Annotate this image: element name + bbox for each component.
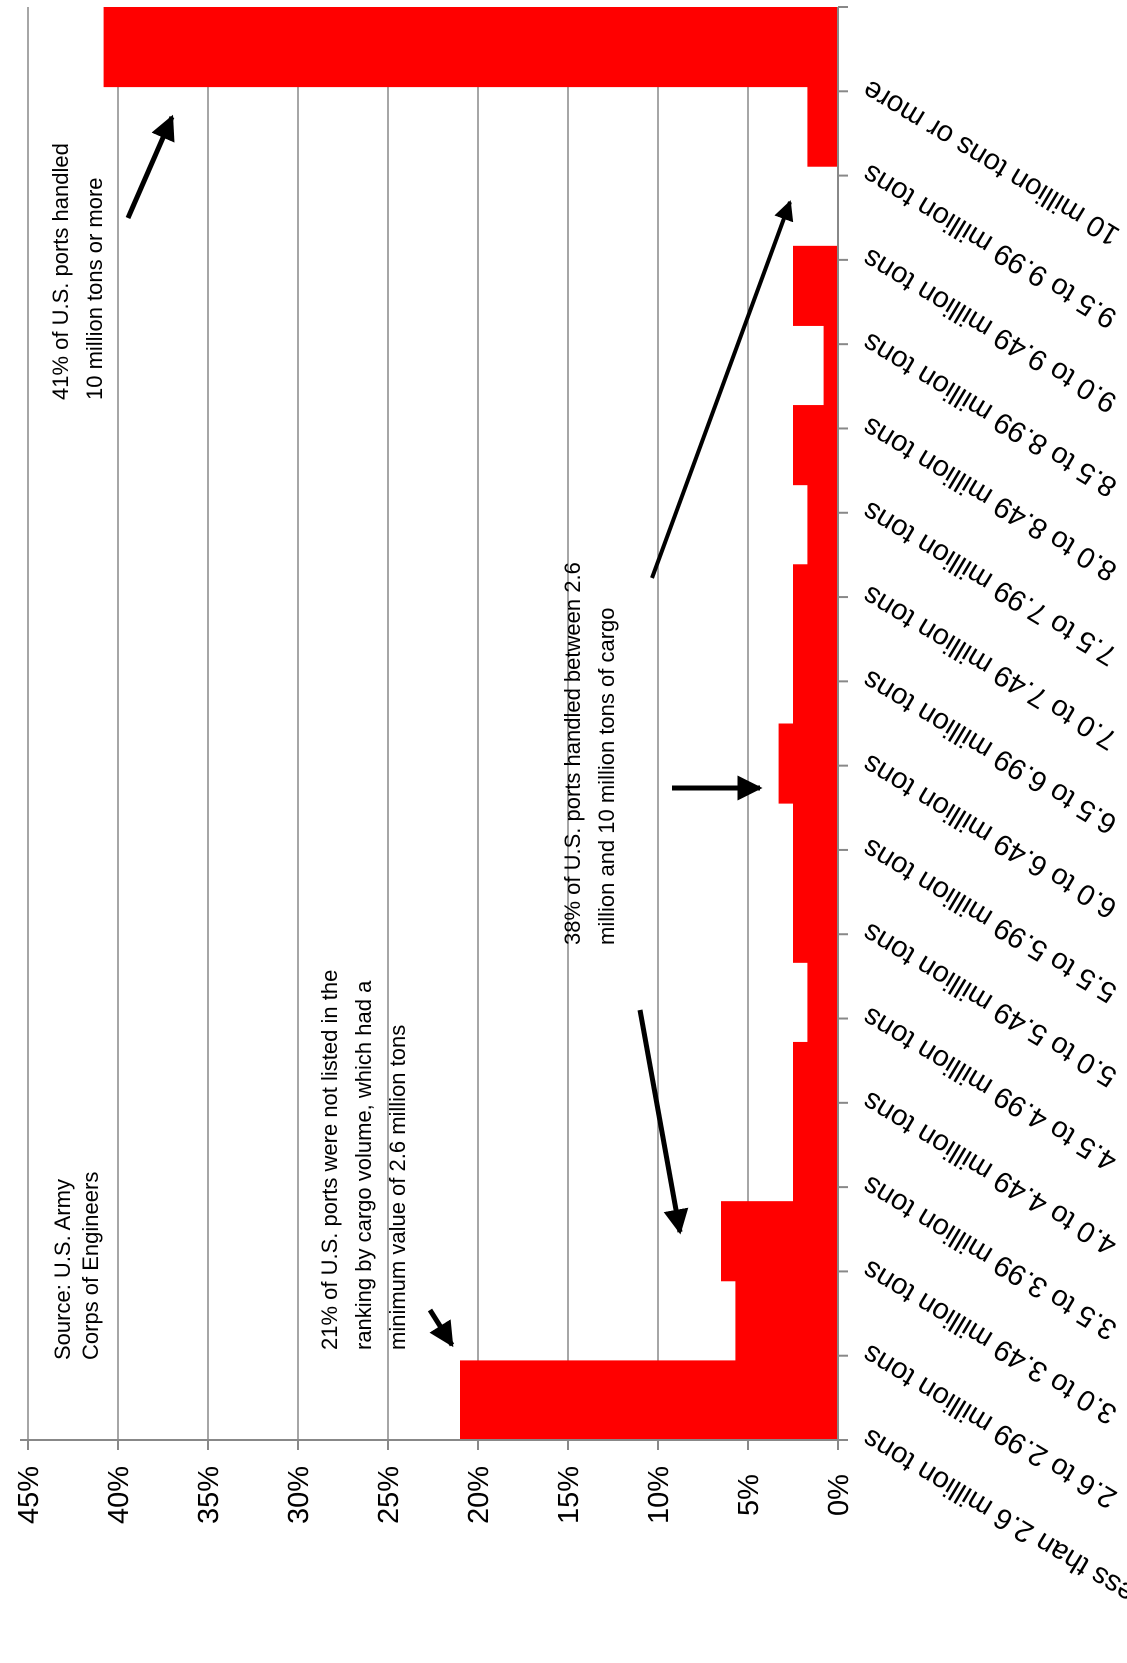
bar xyxy=(807,484,838,565)
bar xyxy=(778,723,838,804)
category-label: 6.5 to 6.99 million tons xyxy=(857,663,1122,840)
value-tick-label: 10% xyxy=(643,1466,675,1524)
annotation-top: 41% of U.S. ports handled 10 million ton… xyxy=(48,137,107,400)
bar xyxy=(103,7,839,88)
value-tick-labels: 0% 5% 10% 15% 20% 25% 30% 35% 40% 45% xyxy=(13,1466,855,1524)
value-tick-label: 45% xyxy=(13,1466,45,1524)
arrow-middle-upper xyxy=(650,200,794,579)
category-label: 4.5 to 4.99 million tons xyxy=(857,1001,1122,1178)
value-tick-label: 30% xyxy=(283,1466,315,1524)
category-label: 7.0 to 7.49 million tons xyxy=(857,579,1122,756)
bar xyxy=(823,325,838,406)
bar xyxy=(735,1280,838,1361)
category-label: 7.5 to 7.99 million tons xyxy=(857,495,1122,672)
category-label: 3.5 to 3.99 million tons xyxy=(857,1169,1122,1346)
bar xyxy=(793,643,838,724)
bar xyxy=(460,1360,838,1441)
bar xyxy=(793,882,838,963)
category-label: 6.0 to 6.49 million tons xyxy=(857,748,1122,925)
bar xyxy=(807,962,838,1043)
category-label: 8.5 to 8.99 million tons xyxy=(857,326,1122,503)
bar-series xyxy=(103,7,839,1441)
axes xyxy=(20,6,848,1450)
value-tick-label: 0% xyxy=(823,1474,855,1516)
arrow-bottom xyxy=(427,1308,455,1348)
category-label: 9.0 to 9.49 million tons xyxy=(857,242,1122,419)
category-label: 3.0 to 3.49 million tons xyxy=(857,1253,1122,1430)
value-tick-label: 5% xyxy=(733,1474,765,1516)
gridlines xyxy=(27,7,749,1440)
category-label: 2.6 to 2.99 million tons xyxy=(857,1338,1122,1515)
arrow-middle-lower xyxy=(637,1009,689,1235)
bar xyxy=(793,245,838,326)
arrow-top xyxy=(125,114,175,219)
bar xyxy=(793,1041,838,1123)
value-tick-label: 25% xyxy=(373,1466,405,1524)
value-tick-label: 15% xyxy=(553,1466,585,1524)
category-label: 10 million tons or more xyxy=(857,73,1125,252)
category-label: 5.5 to 5.99 million tons xyxy=(857,832,1122,1009)
source-note: Source: U.S. Army Corps of Engineers xyxy=(50,1172,103,1360)
bar xyxy=(793,803,838,884)
bar xyxy=(793,405,838,486)
value-tick-label: 40% xyxy=(103,1466,135,1524)
category-label: 5.0 to 5.49 million tons xyxy=(857,916,1122,1093)
category-label: Less than 2.6 million tons xyxy=(857,1422,1127,1618)
category-label: 8.0 to 8.49 million tons xyxy=(857,410,1122,587)
annotation-bottom: 21% of U.S. ports were not listed in the… xyxy=(317,964,410,1350)
value-tick-label: 35% xyxy=(193,1466,225,1524)
bar xyxy=(793,564,838,645)
bar xyxy=(721,1201,838,1282)
value-tick-label: 20% xyxy=(463,1466,495,1524)
annotation-middle: 38% of U.S. ports handled between 2.6 mi… xyxy=(560,556,619,945)
bar xyxy=(793,1121,838,1202)
bar xyxy=(807,86,838,167)
category-label: 4.0 to 4.49 million tons xyxy=(857,1085,1122,1262)
category-label: 9.5 to 9.99 million tons xyxy=(857,158,1122,335)
